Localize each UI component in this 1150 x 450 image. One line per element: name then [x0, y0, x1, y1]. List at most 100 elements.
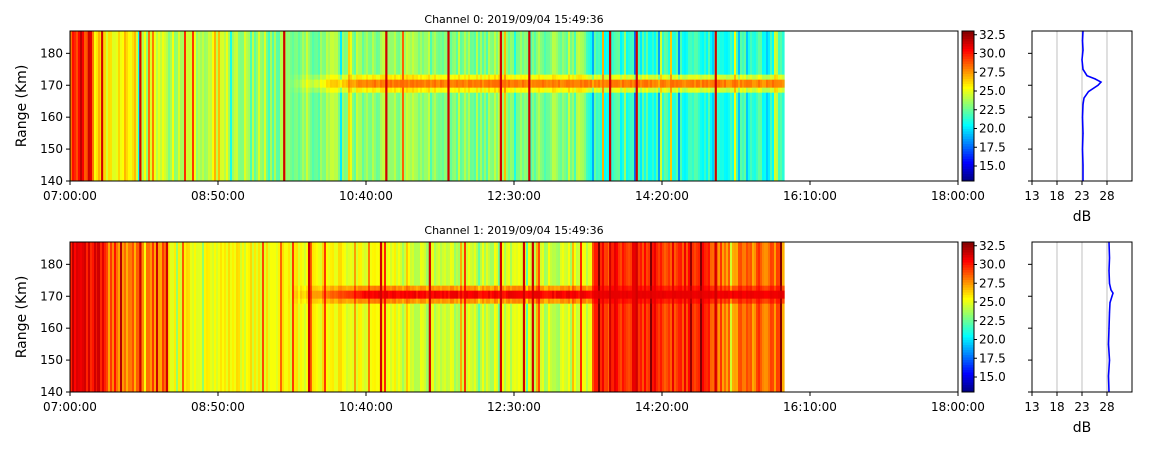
heatmap-cell [362, 31, 365, 181]
heatmap-column [154, 31, 157, 181]
colorbar-swatch [962, 312, 974, 315]
heatmap-cell [98, 242, 101, 392]
heatmap-column [726, 242, 729, 392]
colorbar-swatch [962, 141, 974, 144]
heatmap-cell [208, 242, 211, 392]
echo-band-core [512, 79, 515, 88]
echo-band-core [720, 290, 723, 299]
heatmap-column [236, 31, 239, 181]
echo-band-core [472, 290, 475, 299]
heatmap-column [450, 31, 453, 181]
heatmap-column [468, 31, 471, 181]
colorbar-tick-label: 30.0 [979, 47, 1006, 61]
echo-band-core [534, 290, 537, 299]
echo-band-core [354, 290, 357, 299]
heatmap-cell [252, 31, 255, 181]
colorbar-tick-label: 25.0 [979, 295, 1006, 309]
heatmap-cell [696, 242, 699, 392]
heatmap-cell [698, 31, 701, 181]
echo-band-core [528, 290, 531, 299]
heatmap-column [248, 242, 251, 392]
heatmap-cell [74, 242, 77, 392]
interference-line [139, 242, 142, 392]
heatmap-cell [326, 31, 329, 181]
heatmap-cell [722, 31, 725, 181]
heatmap-cell [458, 31, 461, 181]
colorbar-swatch [962, 367, 974, 370]
heatmap-cell [632, 31, 635, 181]
heatmap-column [524, 31, 527, 181]
heatmap-cell [86, 31, 89, 181]
heatmap-column [562, 31, 565, 181]
heatmap-cell [290, 242, 293, 392]
echo-band-core [762, 290, 765, 299]
echo-band-core [562, 290, 565, 299]
heatmap-column [292, 242, 295, 392]
heatmap-cell [84, 31, 87, 181]
echo-band-core [468, 290, 471, 299]
heatmap-cell [540, 242, 543, 392]
heatmap-column [424, 31, 427, 181]
echo-band-core [294, 290, 297, 299]
heatmap-cell [516, 31, 519, 181]
heatmap-column [444, 31, 447, 181]
echo-band-core [468, 79, 471, 88]
heatmap-column [490, 242, 493, 392]
heatmap-column [338, 242, 341, 392]
heatmap-column [406, 31, 409, 181]
heatmap-cell [600, 31, 603, 181]
heatmap-column [374, 242, 377, 392]
heatmap-cell [322, 242, 325, 392]
heatmap-cell [580, 31, 583, 181]
heatmap-cell [488, 31, 491, 181]
echo-band-core [490, 79, 493, 88]
echo-band-core [642, 79, 645, 88]
echo-band-core [444, 79, 447, 88]
heatmap-cell [348, 242, 351, 392]
heatmap-cell [560, 242, 563, 392]
heatmap-cell [264, 242, 267, 392]
colorbar-frame [961, 30, 975, 182]
heatmap-cell [378, 242, 381, 392]
echo-band-core [750, 290, 753, 299]
heatmap-cell [764, 31, 767, 181]
heatmap-column [400, 31, 403, 181]
heatmap-cell [316, 31, 319, 181]
heatmap-cell [374, 242, 377, 392]
heatmap-cell [354, 31, 357, 181]
heatmap-column [304, 31, 307, 181]
echo-band-core [598, 290, 601, 299]
heatmap-column [620, 31, 623, 181]
echo-band-core [716, 79, 719, 88]
echo-band-core [712, 79, 715, 88]
echo-band-core [584, 79, 587, 88]
heatmap-cell [406, 242, 409, 392]
heatmap-column [144, 31, 147, 181]
heatmap-cell [370, 31, 373, 181]
heatmap-cell [676, 31, 679, 181]
heatmap-cell [686, 31, 689, 181]
echo-band-core [676, 290, 679, 299]
heatmap-column [436, 31, 439, 181]
echo-band-core [770, 290, 773, 299]
heatmap-cell [680, 242, 683, 392]
heatmap-column [526, 242, 529, 392]
heatmap-column [246, 242, 249, 392]
heatmap-cell [270, 31, 273, 181]
heatmap-column [424, 242, 427, 392]
echo-band-core [498, 290, 501, 299]
heatmap-column [244, 31, 247, 181]
heatmap-cell [626, 31, 629, 181]
heatmap-cell [440, 31, 443, 181]
heatmap-column [394, 31, 397, 181]
heatmap-column [696, 31, 699, 181]
echo-band-core [494, 290, 497, 299]
echo-band-core [650, 290, 653, 299]
heatmap-column [736, 31, 739, 181]
heatmap-column [188, 242, 191, 392]
colorbar-swatch [962, 108, 974, 112]
heatmap-cell [160, 242, 163, 392]
heatmap-cell [188, 31, 191, 181]
echo-band-core [356, 290, 359, 299]
heatmap-cell [212, 242, 215, 392]
